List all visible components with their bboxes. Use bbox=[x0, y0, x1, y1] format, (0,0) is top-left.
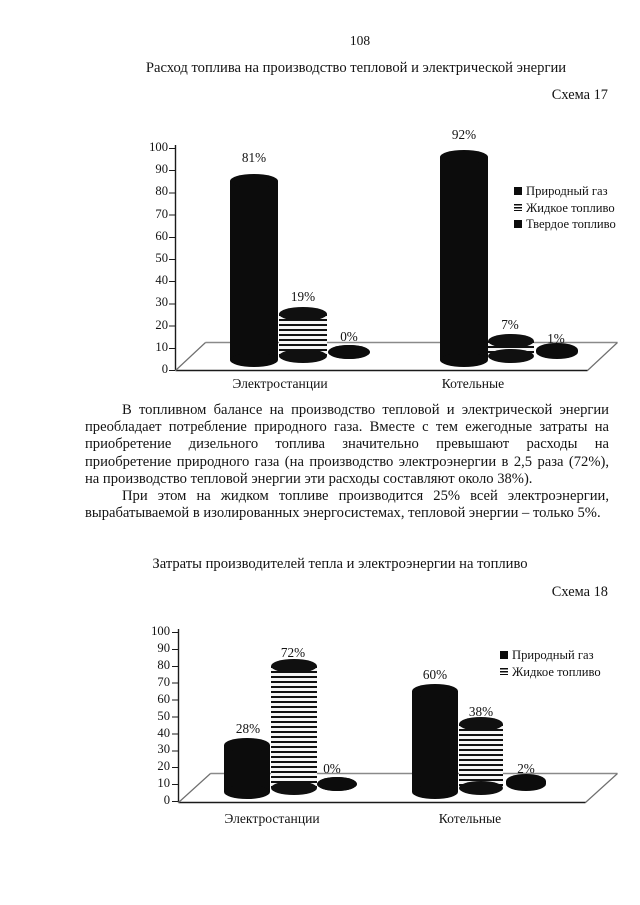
body-text: В топливном балансе на производство тепл… bbox=[85, 402, 609, 522]
chart2-ytick: 30 bbox=[157, 742, 170, 756]
chart1-bar-liquid-boiler bbox=[488, 333, 534, 364]
chart1-category-boilers: Котельные bbox=[441, 376, 505, 391]
chart2-legend-item-gas: Природный газ bbox=[500, 648, 614, 663]
chart1-value-label: 0% bbox=[340, 329, 358, 344]
legend-swatch-solid-icon bbox=[514, 187, 522, 195]
chart2-bar-gas-boiler bbox=[412, 683, 458, 800]
chart1-legend-item-solid: Твердое топливо bbox=[514, 217, 628, 232]
legend-swatch-striped-icon bbox=[514, 203, 522, 212]
chart2-value-label: 0% bbox=[323, 761, 341, 776]
section1-title: Расход топлива на производство тепловой … bbox=[145, 60, 567, 76]
chart2-category-power-plants: Электростанции bbox=[224, 811, 320, 826]
chart2-y-tickmarks bbox=[172, 632, 178, 804]
chart2-ytick: 70 bbox=[157, 675, 170, 689]
chart2-bar-liquid-boiler bbox=[459, 716, 503, 796]
chart1-bar-gas-power bbox=[230, 174, 278, 367]
chart2-ytick: 60 bbox=[157, 692, 170, 706]
chart1-value-label: 81% bbox=[241, 150, 267, 165]
legend-swatch-solid-icon bbox=[514, 220, 522, 228]
chart1-ytick: 70 bbox=[155, 207, 168, 221]
chart1-legend: Природный газ Жидкое топливо Твердое топ… bbox=[514, 184, 628, 234]
legend-label: Природный газ bbox=[526, 184, 608, 198]
chart2-ytick: 50 bbox=[157, 709, 170, 723]
chart1-bar-liquid-power bbox=[279, 307, 327, 363]
chart1-ytick: 40 bbox=[155, 273, 168, 287]
legend-label: Твердое топливо bbox=[526, 217, 616, 231]
chart1-bar-gas-boiler bbox=[440, 149, 488, 368]
scheme18-label: Схема 18 bbox=[551, 584, 608, 600]
chart1-ytick: 90 bbox=[155, 162, 168, 176]
chart2-value-label: 72% bbox=[280, 645, 306, 660]
chart2-bar-third-boiler bbox=[506, 772, 546, 793]
chart1-category-power-plants: Электростанции bbox=[232, 376, 328, 391]
chart2-ytick: 0 bbox=[163, 793, 170, 807]
chart1-ytick: 80 bbox=[155, 184, 168, 198]
chart2-ytick: 20 bbox=[157, 759, 170, 773]
chart1-ytick: 30 bbox=[155, 295, 168, 309]
chart1-ytick: 0 bbox=[161, 362, 168, 376]
chart1-value-label: 1% bbox=[547, 331, 565, 346]
chart2-ytick: 10 bbox=[157, 776, 170, 790]
section2-title: Затраты производителей тепла и электроэн… bbox=[152, 556, 528, 572]
chart2-legend: Природный газ Жидкое топливо bbox=[500, 648, 614, 681]
page-number: 108 bbox=[349, 33, 371, 48]
chart1-ytick: 100 bbox=[149, 140, 168, 154]
chart1-ytick: 50 bbox=[155, 251, 168, 265]
paragraph-2: При этом на жидком топливе производится … bbox=[85, 488, 609, 522]
chart1-y-tickmarks bbox=[169, 148, 175, 372]
chart2-bar-liquid-power bbox=[271, 659, 317, 795]
legend-label: Природный газ bbox=[512, 648, 594, 662]
legend-swatch-solid-icon bbox=[500, 651, 508, 659]
legend-label: Жидкое топливо bbox=[526, 200, 615, 215]
chart2-value-label: 28% bbox=[235, 721, 261, 736]
chart1-value-label: 92% bbox=[451, 127, 477, 142]
chart2-value-label: 60% bbox=[422, 667, 448, 682]
chart2-ytick: 100 bbox=[151, 624, 170, 638]
legend-swatch-striped-icon bbox=[500, 667, 508, 676]
chart1-legend-item-gas: Природный газ bbox=[514, 184, 628, 199]
chart1-ytick: 60 bbox=[155, 229, 168, 243]
chart2-value-label: 2% bbox=[517, 761, 535, 776]
legend-label: Жидкое топливо bbox=[512, 664, 601, 679]
chart1-value-label: 7% bbox=[501, 317, 519, 332]
chart2-category-boilers: Котельные bbox=[438, 811, 502, 826]
scheme17-label: Схема 17 bbox=[551, 87, 608, 103]
chart2-value-label: 38% bbox=[468, 704, 494, 719]
chart1-ytick: 20 bbox=[155, 318, 168, 332]
chart2-legend-item-liquid: Жидкое топливо bbox=[500, 665, 614, 680]
chart2-bar-gas-power bbox=[224, 737, 270, 800]
chart2-ytick: 40 bbox=[157, 726, 170, 740]
chart2-ytick: 90 bbox=[157, 641, 170, 655]
chart1-bar-solid-boiler bbox=[536, 342, 578, 360]
chart2-ytick: 80 bbox=[157, 658, 170, 672]
paragraph-1: В топливном балансе на производство тепл… bbox=[85, 402, 609, 487]
chart1-value-label: 19% bbox=[290, 289, 316, 304]
chart1-ytick: 10 bbox=[155, 340, 168, 354]
chart1-legend-item-liquid: Жидкое топливо bbox=[514, 201, 628, 216]
